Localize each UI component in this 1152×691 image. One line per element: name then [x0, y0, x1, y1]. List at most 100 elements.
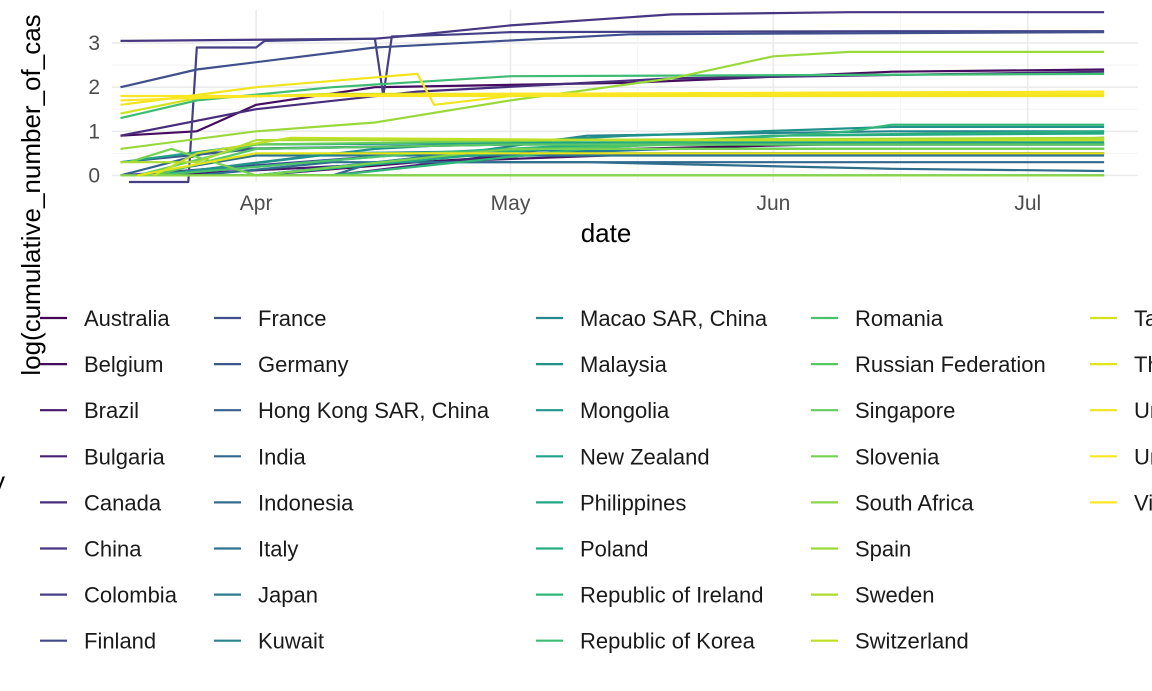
series-line-viet-nam — [120, 90, 1105, 102]
legend-item: Republic of Korea — [536, 629, 756, 654]
legend-item: Bulgaria — [40, 444, 165, 469]
legend-label: Italy — [258, 537, 298, 562]
legend-item: France — [214, 306, 326, 331]
legend-item: Switzerland — [811, 629, 969, 654]
y-tick-label: 0 — [88, 164, 100, 187]
legend-item: Taiwan — [1090, 306, 1152, 331]
x-tick-label: Jul — [1014, 192, 1041, 215]
legend-label: Finland — [84, 629, 156, 654]
legend-item: Viet Nam — [1090, 490, 1152, 515]
legend-item: Canada — [40, 490, 162, 515]
y-tick-label: 2 — [88, 76, 100, 99]
legend-label: Macao SAR, China — [580, 306, 768, 331]
legend-label: France — [258, 306, 326, 331]
series-line-canada — [120, 70, 1105, 137]
x-tick-label: Apr — [240, 192, 273, 215]
series-line-republic-of-ireland — [332, 123, 1105, 177]
legend-item: United Kingdom — [1090, 398, 1152, 423]
legend-label: New Zealand — [580, 444, 710, 469]
legend-label: Malaysia — [580, 352, 668, 377]
legend-item: New Zealand — [536, 444, 710, 469]
legend-item: Slovenia — [811, 444, 940, 469]
y-tick-label: 1 — [88, 120, 100, 143]
x-axis-title: date — [581, 218, 632, 248]
legend-title: y — [0, 466, 5, 496]
x-tick-label: Jun — [756, 192, 790, 215]
legend-label: United States — [1134, 444, 1152, 469]
legend-item: India — [214, 444, 306, 469]
legend-label: Colombia — [84, 583, 178, 608]
legend-item: Indonesia — [214, 490, 354, 515]
legend-item: Belgium — [40, 352, 163, 377]
legend-item: South Africa — [811, 490, 974, 515]
series-line-belgium — [120, 68, 1105, 137]
legend-label: Republic of Korea — [580, 629, 756, 654]
legend-item: Romania — [811, 306, 944, 331]
legend-label: Singapore — [855, 398, 955, 423]
legend-item: Colombia — [40, 583, 178, 608]
legend-label: China — [84, 537, 142, 562]
legend-label: Viet Nam — [1134, 490, 1152, 515]
legend-item: Poland — [536, 537, 649, 562]
legend-item: China — [40, 537, 142, 562]
legend-label: Canada — [84, 490, 162, 515]
series-line-republic-of-korea — [120, 72, 1105, 120]
legend-item: Sweden — [811, 583, 935, 608]
legend-label: Hong Kong SAR, China — [258, 398, 490, 423]
legend-item: Finland — [40, 629, 156, 654]
series-line-spain — [120, 50, 1105, 150]
legend-label: Japan — [258, 583, 318, 608]
legend-item: United States — [1090, 444, 1152, 469]
legend-label: Indonesia — [258, 490, 354, 515]
legend-item: Spain — [811, 537, 911, 562]
legend-label: Germany — [258, 352, 348, 377]
legend-item: Hong Kong SAR, China — [214, 398, 490, 423]
legend: Australia Belgium Brazil Bulgaria Canada Chin… — [40, 306, 1152, 654]
legend-label: India — [258, 444, 306, 469]
legend-label: United Kingdom — [1134, 398, 1152, 423]
legend-label: Republic of Ireland — [580, 583, 763, 608]
series-line-malaysia — [154, 125, 1105, 177]
legend-item: Republic of Ireland — [536, 583, 763, 608]
series-line-france — [120, 31, 1105, 89]
legend-item: Mongolia — [536, 398, 670, 423]
legend-label: Sweden — [855, 583, 935, 608]
y-tick-label: 3 — [88, 32, 100, 55]
series-line-thailand — [137, 152, 1105, 177]
legend-label: South Africa — [855, 490, 974, 515]
legend-item: Macao SAR, China — [536, 306, 768, 331]
legend-item: Russian Federation — [811, 352, 1046, 377]
legend-item: Thailand — [1090, 352, 1152, 377]
legend-item: Singapore — [811, 398, 955, 423]
x-tick-label: May — [491, 192, 531, 215]
legend-label: Poland — [580, 537, 649, 562]
legend-item: Kuwait — [214, 629, 324, 654]
series-line-switzerland — [153, 136, 1105, 177]
legend-label: Russian Federation — [855, 352, 1046, 377]
legend-label: Romania — [855, 306, 944, 331]
legend-item: Germany — [214, 352, 348, 377]
legend-label: Slovenia — [855, 444, 940, 469]
axis-ticks: 0 1 2 3 Apr May Jun Jul — [88, 32, 1041, 215]
legend-item: Philippines — [536, 490, 686, 515]
legend-item: Italy — [214, 537, 298, 562]
legend-item: Japan — [214, 583, 318, 608]
legend-item: Malaysia — [536, 352, 668, 377]
legend-label: Switzerland — [855, 629, 969, 654]
series-lines — [120, 11, 1105, 184]
legend-label: Bulgaria — [84, 444, 165, 469]
legend-item: Australia — [40, 306, 170, 331]
legend-item: Brazil — [40, 398, 139, 423]
legend-label: Thailand — [1134, 352, 1152, 377]
legend-label: Brazil — [84, 398, 139, 423]
legend-label: Kuwait — [258, 629, 324, 654]
legend-label: Taiwan — [1134, 306, 1152, 331]
legend-label: Australia — [84, 306, 170, 331]
y-axis-title: log(cumulative_number_of_cas — [16, 14, 46, 375]
series-line-indonesia — [196, 161, 1105, 177]
legend-label: Belgium — [84, 352, 163, 377]
legend-label: Spain — [855, 537, 911, 562]
legend-label: Philippines — [580, 490, 686, 515]
legend-label: Mongolia — [580, 398, 670, 423]
